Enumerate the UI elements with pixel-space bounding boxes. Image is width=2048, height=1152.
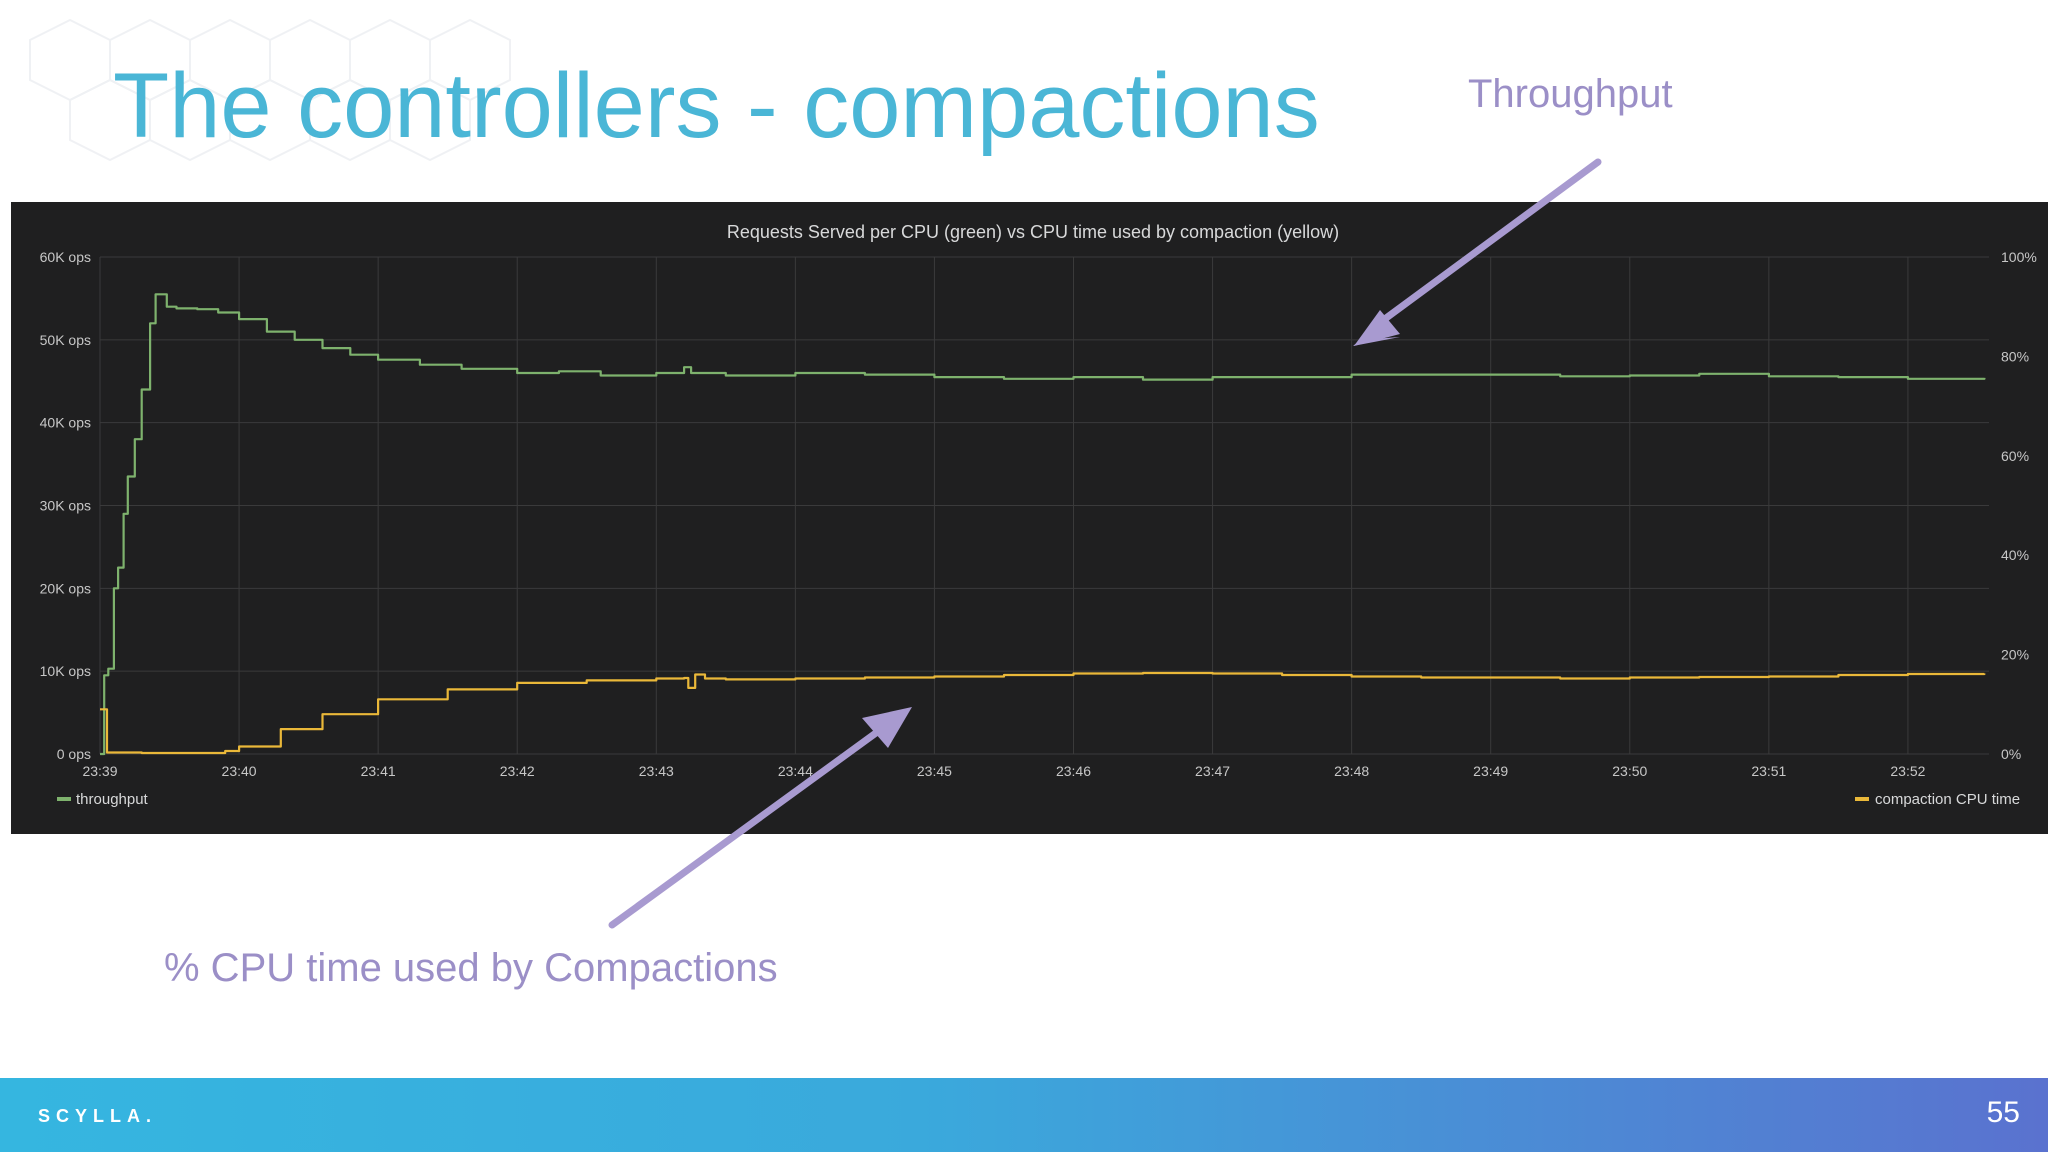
y-left-tick-label: 0 ops — [57, 746, 91, 762]
legend-swatch-compaction — [1855, 797, 1869, 801]
annotation-cpu-time: % CPU time used by Compactions — [164, 946, 778, 990]
legend-label-compaction: compaction CPU time — [1875, 791, 2020, 808]
legend-right[interactable]: compaction CPU time — [1855, 791, 2020, 808]
series-line-throughput — [100, 293, 1986, 756]
y-right-tick-label: 100% — [2001, 249, 2037, 265]
y-left-tick-label: 50K ops — [40, 332, 91, 348]
x-tick-label: 23:51 — [1751, 763, 1786, 779]
y-right-tick-label: 40% — [2001, 547, 2029, 563]
legend-swatch-throughput — [57, 797, 71, 801]
annotation-throughput: Throughput — [1468, 72, 1673, 116]
y-axis-right: 0% 20% 40% 60% 80% 100% — [2001, 249, 2037, 762]
x-tick-label: 23:50 — [1612, 763, 1647, 779]
scylla-logo: SCYLLA. — [38, 1106, 158, 1126]
x-tick-label: 23:42 — [500, 763, 535, 779]
y-left-tick-label: 10K ops — [40, 663, 91, 679]
grid — [99, 256, 1989, 755]
legend-left[interactable]: throughput — [57, 791, 149, 808]
y-right-tick-label: 60% — [2001, 448, 2029, 464]
y-left-tick-label: 30K ops — [40, 498, 91, 514]
x-tick-label: 23:47 — [1195, 763, 1230, 779]
y-left-tick-label: 60K ops — [40, 249, 91, 265]
x-tick-label: 23:45 — [917, 763, 952, 779]
slide-title: The controllers - compactions — [113, 55, 1320, 157]
y-left-tick-label: 20K ops — [40, 580, 91, 596]
x-tick-label: 23:39 — [82, 763, 117, 779]
legend-label-throughput: throughput — [76, 791, 149, 808]
x-tick-label: 23:40 — [222, 763, 257, 779]
y-right-tick-label: 0% — [2001, 746, 2021, 762]
y-right-tick-label: 80% — [2001, 348, 2029, 364]
chart: Requests Served per CPU (green) vs CPU t… — [40, 222, 2037, 808]
chart-title: Requests Served per CPU (green) vs CPU t… — [727, 222, 1339, 242]
x-tick-label: 23:43 — [639, 763, 674, 779]
hex-background-pattern — [29, 18, 511, 162]
y-left-tick-label: 40K ops — [40, 415, 91, 431]
x-tick-label: 23:48 — [1334, 763, 1369, 779]
x-tick-label: 23:52 — [1890, 763, 1925, 779]
series-line-compaction-CPU-time — [100, 671, 1986, 755]
page-number: 55 — [1986, 1096, 2020, 1129]
x-tick-label: 23:49 — [1473, 763, 1508, 779]
x-axis: 23:39 23:40 23:41 23:42 23:43 23:44 23:45 23:46… — [82, 763, 1925, 779]
x-tick-label: 23:41 — [361, 763, 396, 779]
y-axis-left: 0 ops 10K ops 20K ops 30K ops 40K ops 50K ops… — [40, 249, 91, 762]
x-tick-label: 23:46 — [1056, 763, 1091, 779]
series-layer — [100, 293, 1986, 756]
x-tick-label: 23:44 — [778, 763, 813, 779]
chart-panel: Requests Served per CPU (green) vs CPU t… — [11, 202, 2048, 834]
footer-bar: SCYLLA. 55 — [0, 1078, 2048, 1152]
y-right-tick-label: 20% — [2001, 647, 2029, 663]
